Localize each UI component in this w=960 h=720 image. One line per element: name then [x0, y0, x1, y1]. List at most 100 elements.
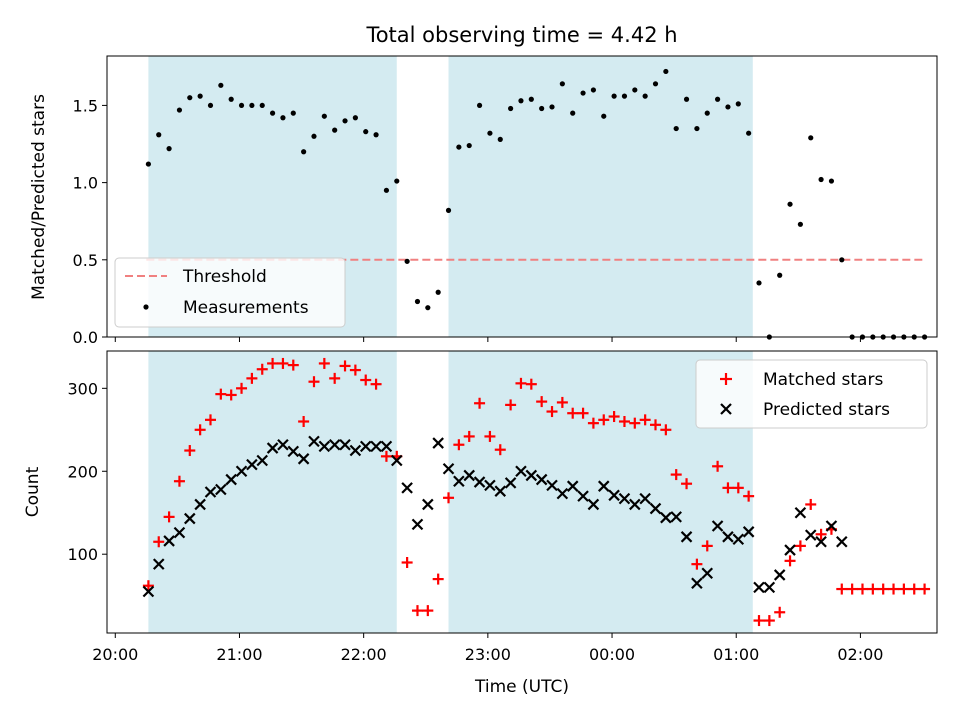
predicted-star-point	[660, 511, 672, 524]
predicted-marker-b	[556, 487, 569, 500]
bottom-legend: Matched stars Predicted stars	[695, 359, 928, 429]
measurement-point	[301, 149, 307, 155]
predicted-marker-b	[277, 438, 289, 451]
matched-star-point	[536, 396, 548, 408]
matched-star-point	[339, 360, 351, 372]
matched-star-point	[494, 444, 506, 456]
predicted-marker-b	[184, 512, 196, 525]
predicted-star-point	[515, 465, 527, 478]
predicted-marker-b	[660, 511, 672, 524]
predicted-marker-b	[670, 511, 682, 523]
matched-star-point	[256, 363, 268, 375]
matched-star-point	[618, 416, 630, 427]
predicted-marker-b	[525, 469, 538, 482]
predicted-star-point	[691, 577, 703, 590]
x-tick-label: 22:00	[341, 645, 387, 664]
predicted-star-point	[494, 485, 507, 497]
predicted-star-point	[722, 531, 734, 543]
matched-star-point	[349, 364, 361, 376]
highlight-span	[148, 351, 397, 633]
predicted-marker-b	[308, 435, 320, 448]
measurements-legend-marker	[143, 304, 149, 310]
measurement-point	[621, 93, 628, 99]
measurement-point	[508, 105, 514, 112]
matched-star-point	[267, 357, 279, 369]
matched-star-point	[236, 382, 248, 394]
matched-star-point	[194, 424, 206, 436]
matched-star-point	[888, 583, 900, 595]
highlight-span	[448, 56, 753, 337]
predicted-marker-b	[463, 469, 475, 482]
y-tick-label: 0.5	[73, 251, 98, 270]
measurement-point	[694, 125, 700, 132]
predicted-star-point	[390, 454, 403, 467]
measurement-point	[145, 161, 151, 167]
measurement-point	[787, 201, 793, 207]
measurement-point	[580, 90, 586, 96]
measurement-point	[818, 176, 824, 183]
predicted-marker-b	[339, 438, 351, 451]
matched-star-point	[246, 372, 258, 384]
predicted-marker-b	[432, 437, 444, 449]
measurement-point	[321, 113, 327, 119]
matched-star-point	[908, 583, 920, 595]
matched-star-point	[815, 528, 827, 540]
predicted-star-point	[649, 502, 662, 515]
matched-star-point	[422, 605, 434, 617]
top-y-ticks: 0.0 0.5 1.0 1.5	[73, 96, 107, 347]
matched-star-point	[836, 583, 848, 595]
predicted-star-point	[546, 479, 558, 492]
predicted-star-point	[773, 569, 786, 581]
matched-star-point	[774, 606, 786, 618]
matched-star-point	[184, 445, 196, 457]
predicted-star-point	[566, 480, 579, 492]
top-legend: Threshold Measurements	[114, 257, 346, 328]
y-tick-label: 300	[67, 379, 98, 398]
measurement-point	[166, 146, 172, 152]
measurement-point	[238, 102, 245, 109]
measurement-point	[746, 130, 752, 136]
top-x-ticks	[114, 337, 861, 342]
bottom-legend-label-matched: Matched stars	[763, 370, 883, 390]
matched-star-point	[308, 376, 320, 388]
predicted-marker-b	[711, 520, 724, 532]
measurement-point	[518, 98, 524, 104]
predicted-star-point	[670, 511, 682, 523]
predicted-star-point	[318, 440, 331, 453]
measurement-point	[445, 207, 452, 213]
measurement-point	[435, 289, 441, 295]
measurement-point	[549, 104, 555, 110]
predicted-marker-b	[328, 438, 341, 451]
matched-star-points	[142, 357, 931, 627]
predicted-star-point	[173, 526, 186, 539]
matched-star-point	[577, 407, 589, 419]
predicted-star-point	[328, 438, 341, 451]
matched-star-point	[432, 573, 444, 585]
predicted-marker-b	[649, 502, 662, 515]
measurement-point	[725, 104, 731, 110]
predicted-marker-b	[256, 454, 269, 467]
predicted-marker-b	[515, 465, 527, 478]
measurement-point	[197, 93, 203, 99]
matched-legend-marker	[720, 373, 732, 385]
measurement-point	[476, 102, 483, 109]
measurement-point	[601, 113, 607, 119]
predicted-star-points	[142, 435, 848, 598]
predicted-star-point	[804, 529, 817, 541]
measurement-point	[797, 221, 803, 227]
predicted-star-point	[194, 498, 206, 511]
matched-star-point	[411, 605, 423, 617]
predicted-star-point	[287, 445, 300, 458]
predicted-marker-b	[763, 581, 776, 594]
predicted-star-point	[577, 490, 589, 502]
matched-star-point	[370, 378, 382, 390]
measurement-point	[756, 280, 762, 286]
chart-title: Total observing time = 4.42 h	[365, 23, 677, 47]
predicted-star-point	[246, 458, 258, 471]
matched-star-point	[877, 583, 889, 595]
matched-star-point	[556, 396, 568, 408]
predicted-marker-b	[204, 486, 217, 498]
measurement-point	[187, 95, 193, 101]
matched-star-point	[401, 557, 413, 568]
